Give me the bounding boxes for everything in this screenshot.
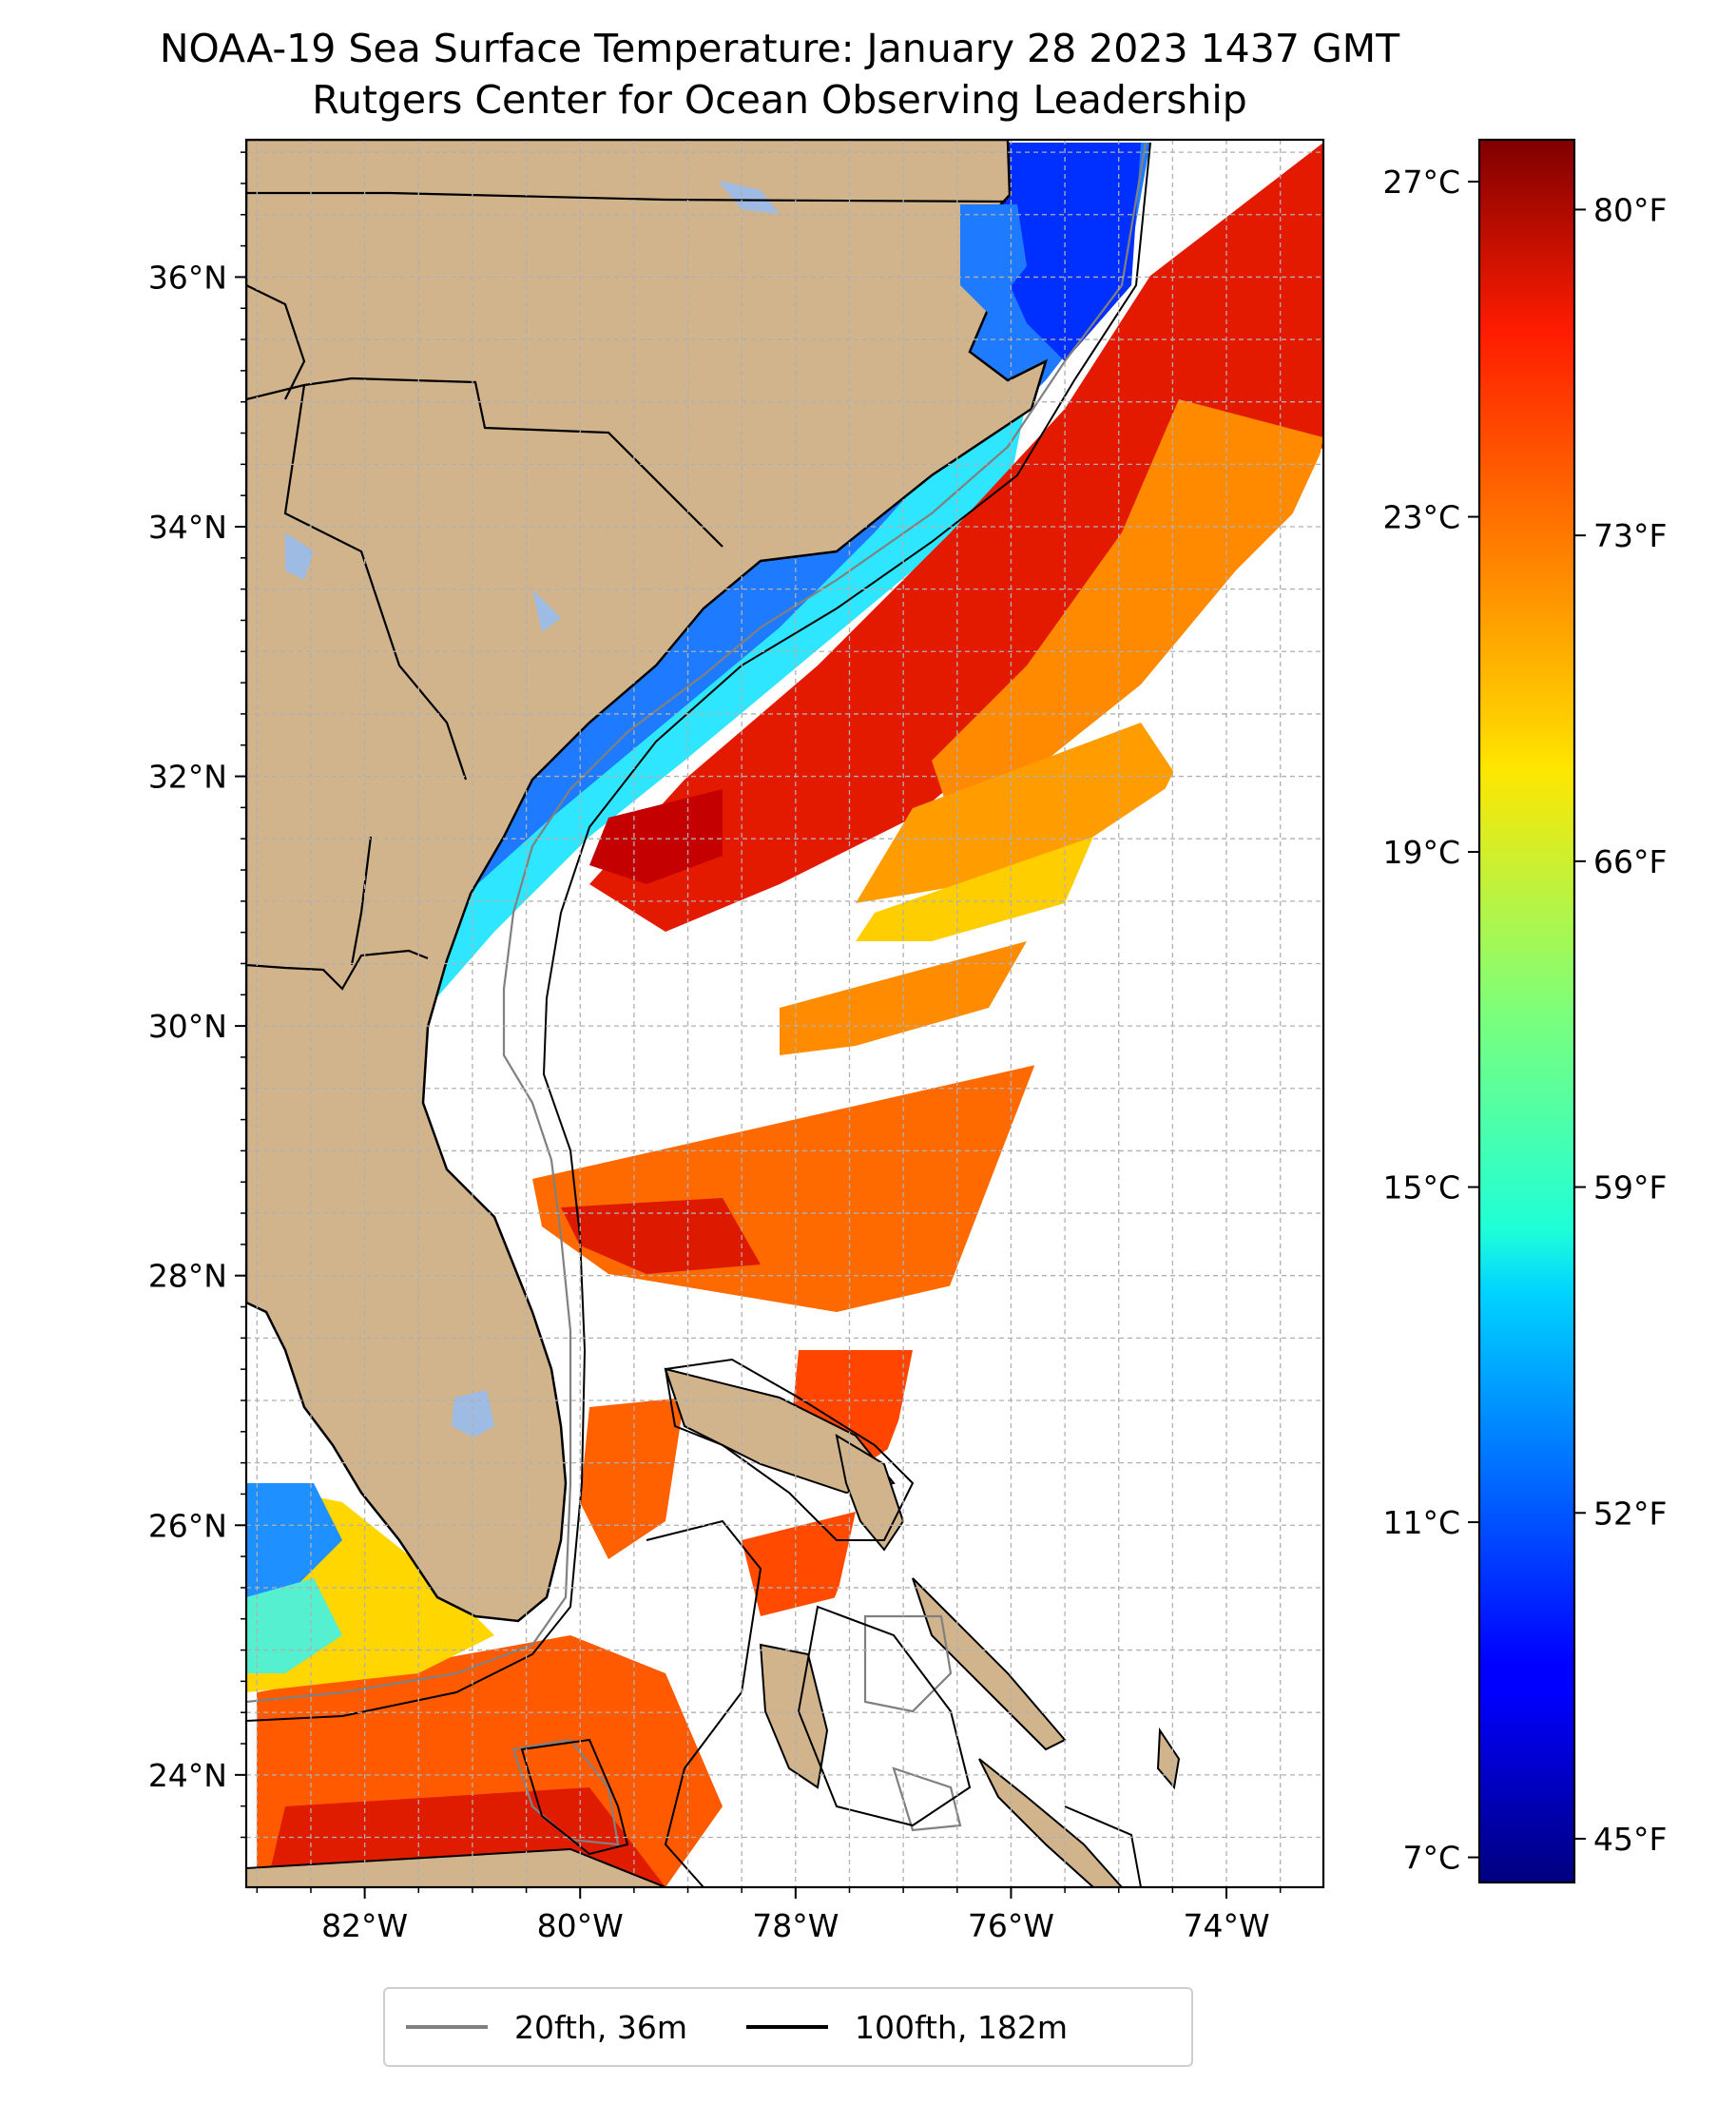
x-tick-label: 80°W xyxy=(537,1907,624,1944)
map-axis-ticks: 82°W 80°W 78°W 76°W 74°W 24°N 26°N 28°N 30°N 32°N… xyxy=(148,151,1282,1944)
colorbar xyxy=(1477,138,1576,1884)
sst-bahamas-channel xyxy=(580,1398,685,1559)
colorbar-ticks: 7°C 11°C 15°C 19°C 23°C 27°C 45°F 52°F 59°F 66°F 7… xyxy=(1382,164,1667,1877)
legend-item-100fth: 100fth, 182m xyxy=(746,2009,1068,2046)
exuma xyxy=(978,1758,1124,1887)
legend-swatch-100fth xyxy=(746,2025,828,2029)
colorbar-fahrenheit-label: 45°F xyxy=(1593,1821,1667,1858)
land-layer xyxy=(246,140,1181,1887)
map-panel xyxy=(246,140,1323,1887)
sst-warm-patch-30n-red xyxy=(589,789,723,884)
pamlico-sound xyxy=(960,204,1027,314)
sst-warm-patch-31n xyxy=(856,723,1179,903)
colorbar-celsius-label: 23°C xyxy=(1382,499,1460,536)
border-al-ga xyxy=(350,836,373,966)
border-ga-fl xyxy=(246,949,429,991)
x-tick-label: 74°W xyxy=(1183,1907,1269,1944)
sst-florida-offshore-red xyxy=(561,1198,761,1274)
y-tick-label: 24°N xyxy=(148,1757,227,1794)
x-tick-label: 82°W xyxy=(321,1907,408,1944)
legend-label-100fth: 100fth, 182m xyxy=(855,2008,1068,2046)
lake-sc xyxy=(285,532,314,580)
lake-ga xyxy=(532,589,561,632)
map-gridlines xyxy=(246,140,1323,1887)
colorbar-fahrenheit-label: 59°F xyxy=(1593,1169,1667,1206)
y-tick-label: 26°N xyxy=(148,1507,227,1544)
colorbar-fahrenheit-label: 80°F xyxy=(1593,191,1667,228)
legend-item-20fth: 20fth, 36m xyxy=(406,2009,687,2046)
y-tick-label: 30°N xyxy=(148,1008,227,1045)
sst-coastal-cyan-band xyxy=(399,399,1027,1008)
abaco xyxy=(835,1433,905,1552)
state-borders xyxy=(246,191,1007,991)
lake-okeechobee xyxy=(452,1390,494,1438)
legend: 20fth, 36m 100fth, 182m xyxy=(383,1987,1193,2067)
colorbar-celsius-label: 11°C xyxy=(1382,1504,1460,1541)
sst-florida-bay-blue xyxy=(246,1483,342,1616)
border-sc-ga xyxy=(246,284,468,781)
border-va-nc xyxy=(246,191,1007,203)
colorbar-fahrenheit-label: 52°F xyxy=(1593,1495,1667,1532)
y-tick-label: 28°N xyxy=(148,1258,227,1295)
legend-label-20fth: 20fth, 36m xyxy=(514,2008,687,2046)
sst-providence-channel xyxy=(742,1512,856,1616)
sst-offshore-orange xyxy=(932,399,1323,818)
x-tick-label: 76°W xyxy=(968,1907,1054,1944)
isobath-20fth xyxy=(246,142,1148,1846)
y-tick-label: 36°N xyxy=(148,259,227,296)
eleuthera xyxy=(912,1577,1067,1751)
colorbar-celsius-label: 7°C xyxy=(1402,1840,1460,1877)
sst-no-data-east xyxy=(827,447,1323,1711)
legend-swatch-20fth xyxy=(406,2025,488,2029)
colorbar-celsius-label: 15°C xyxy=(1382,1169,1460,1206)
chart-subtitle: Rutgers Center for Ocean Observing Leade… xyxy=(312,77,1247,123)
colorbar-fahrenheit-label: 73°F xyxy=(1593,517,1667,554)
chart-title: NOAA-19 Sea Surface Temperature: January… xyxy=(159,26,1400,71)
cuba-coast xyxy=(246,1847,666,1887)
colorbar-celsius-label: 27°C xyxy=(1382,164,1460,201)
colorbar-celsius-label: 19°C xyxy=(1382,834,1460,871)
y-tick-label: 34°N xyxy=(148,509,227,546)
colorbar-fahrenheit-label: 66°F xyxy=(1593,843,1667,880)
lake-marion xyxy=(718,181,780,214)
map-frame xyxy=(244,138,1325,1889)
x-tick-label: 78°W xyxy=(752,1907,839,1944)
us-mainland xyxy=(246,140,1049,1623)
sst-warm-patch-31n-yellow xyxy=(856,837,1093,941)
y-tick-label: 32°N xyxy=(148,759,227,796)
